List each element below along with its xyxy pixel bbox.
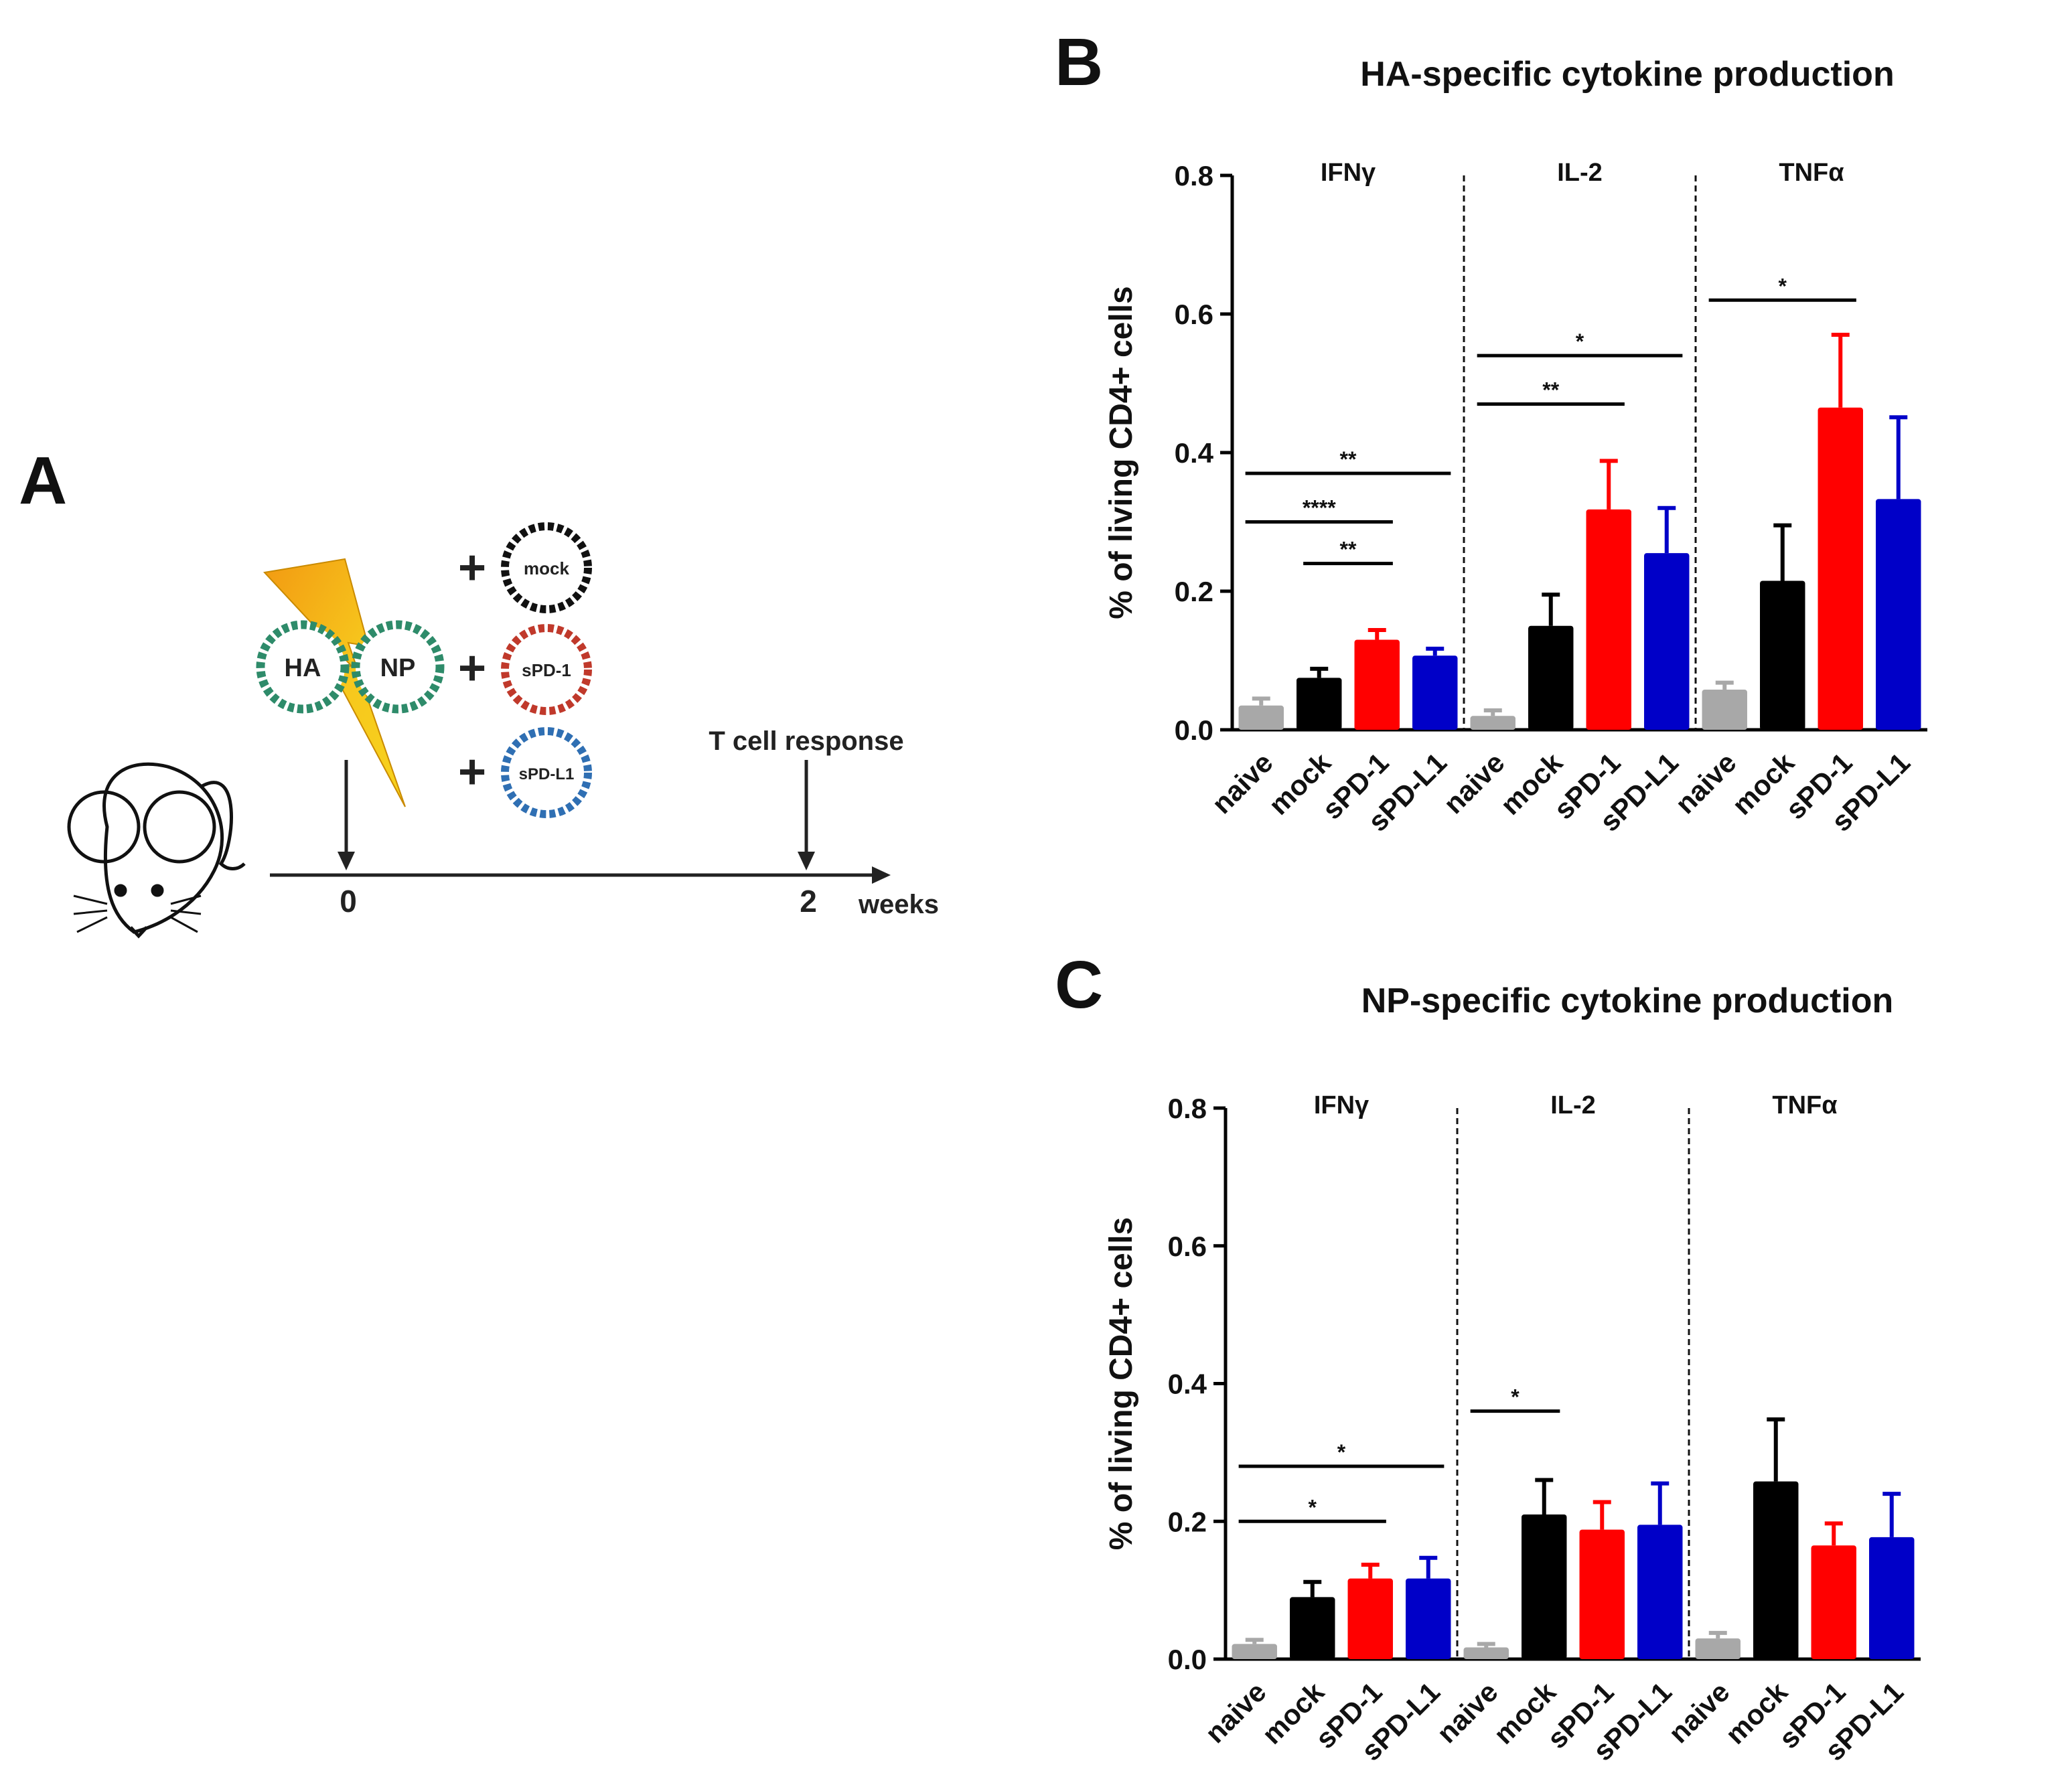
group-label: IL-2 — [1550, 1091, 1596, 1119]
y-tick-label: 0.0 — [1168, 1644, 1207, 1675]
bar-naive — [1702, 689, 1747, 730]
significance-label: **** — [1303, 496, 1336, 520]
y-tick-label: 0.0 — [1175, 714, 1213, 746]
y-tick-label: 0.6 — [1168, 1231, 1207, 1262]
timeline: T cell response 0 2 weeks — [270, 726, 939, 919]
significance-label: ** — [1542, 378, 1559, 402]
plasmid-spd1-icon: sPD-1 — [501, 624, 592, 715]
group-label: TNFα — [1779, 159, 1844, 187]
significance-label: * — [1309, 1495, 1317, 1519]
significance-label: * — [1511, 1385, 1520, 1409]
y-tick-label: 0.4 — [1175, 437, 1214, 469]
x-tick-label: naive — [1205, 747, 1278, 820]
bar-spd-l1 — [1412, 655, 1458, 730]
bar-spd-1 — [1579, 1529, 1625, 1659]
chart-title: HA-specific cytokine production — [1360, 55, 1894, 94]
group-label: TNFα — [1772, 1091, 1837, 1119]
plasmid-spdl1-icon: sPD-L1 — [501, 727, 592, 818]
bar-spd-1 — [1818, 407, 1863, 730]
panel-a: A HA — [19, 443, 939, 939]
plasmid-mock-label: mock — [524, 558, 569, 578]
panel-letter-a: A — [19, 443, 67, 518]
significance-label: ** — [1340, 538, 1357, 562]
plasmid-ha-icon: HA — [256, 620, 350, 714]
plasmid-ha-label: HA — [285, 654, 321, 682]
significance-label: ** — [1340, 447, 1357, 471]
y-tick-label: 0.8 — [1175, 160, 1213, 191]
bar-spd-1 — [1811, 1545, 1856, 1659]
y-tick-label: 0.8 — [1168, 1093, 1207, 1124]
timeline-event-label: T cell response — [709, 726, 903, 756]
bar-mock — [1760, 580, 1805, 730]
plasmid-np-label: NP — [380, 654, 416, 682]
bar-mock — [1528, 625, 1574, 730]
y-tick-label: 0.6 — [1175, 299, 1213, 330]
y-axis-label: % of living CD4+ cells — [1104, 286, 1139, 619]
plus-sign: + — [458, 541, 486, 595]
timepoint-2: 2 — [800, 884, 817, 919]
bar-spd-l1 — [1869, 1537, 1915, 1659]
y-tick-label: 0.2 — [1168, 1506, 1207, 1537]
mouse-icon — [67, 762, 246, 939]
group-label: IFNγ — [1314, 1091, 1369, 1119]
y-tick-label: 0.4 — [1168, 1369, 1207, 1400]
group-label: IL-2 — [1557, 159, 1603, 187]
significance-label: * — [1337, 1440, 1346, 1464]
x-tick-label: naive — [1430, 1676, 1503, 1749]
bar-spd-l1 — [1637, 1525, 1683, 1659]
significance-label: * — [1576, 329, 1584, 354]
significance-label: * — [1779, 274, 1787, 298]
bar-spd-l1 — [1644, 553, 1690, 730]
chart-ha-cytokines: HA-specific cytokine production % of livi… — [1104, 55, 1927, 838]
bar-spd-1 — [1586, 509, 1631, 730]
bar-naive — [1238, 705, 1284, 730]
bar-mock — [1290, 1597, 1335, 1659]
x-tick-label: naive — [1669, 747, 1742, 820]
bar-mock — [1297, 678, 1342, 730]
bar-spd-1 — [1354, 639, 1400, 730]
panel-b: B HA-specific cytokine production % of li… — [1055, 25, 1927, 838]
time-unit-label: weeks — [858, 890, 939, 919]
bar-spd-l1 — [1406, 1578, 1451, 1659]
bar-mock — [1753, 1481, 1799, 1659]
chart-np-cytokines: NP-specific cytokine production % of livi… — [1104, 982, 1921, 1767]
panel-c: C NP-specific cytokine production % of li… — [1055, 947, 1921, 1767]
plus-sign: + — [458, 745, 486, 799]
bar-naive — [1232, 1644, 1277, 1659]
group-label: IFNγ — [1321, 159, 1376, 187]
bar-mock — [1522, 1514, 1567, 1659]
plasmid-spd1-label: sPD-1 — [522, 660, 571, 680]
chart-title: NP-specific cytokine production — [1361, 982, 1894, 1020]
panel-letter-c: C — [1055, 947, 1103, 1022]
bar-naive — [1463, 1647, 1509, 1659]
plus-sign: + — [458, 641, 486, 695]
x-tick-label: naive — [1662, 1676, 1735, 1749]
plasmid-np-icon: NP — [351, 620, 445, 714]
plasmid-mock-icon: mock — [501, 522, 592, 613]
y-tick-label: 0.2 — [1175, 576, 1213, 607]
bar-naive — [1470, 716, 1515, 730]
bar-spd-1 — [1347, 1578, 1393, 1659]
timepoint-0: 0 — [340, 884, 357, 919]
bar-naive — [1695, 1638, 1741, 1659]
bar-spd-l1 — [1876, 499, 1921, 730]
y-axis-label: % of living CD4+ cells — [1104, 1217, 1139, 1550]
plasmid-spdl1-label: sPD-L1 — [519, 765, 575, 783]
x-tick-label: naive — [1437, 747, 1510, 820]
x-tick-label: naive — [1199, 1676, 1272, 1749]
panel-letter-b: B — [1055, 25, 1103, 100]
